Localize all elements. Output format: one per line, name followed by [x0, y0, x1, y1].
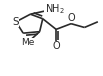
Text: NH$_2$: NH$_2$ [45, 2, 65, 16]
Text: O: O [52, 41, 60, 52]
Text: Me: Me [21, 38, 35, 47]
Text: O: O [67, 13, 75, 23]
Text: S: S [12, 17, 19, 27]
